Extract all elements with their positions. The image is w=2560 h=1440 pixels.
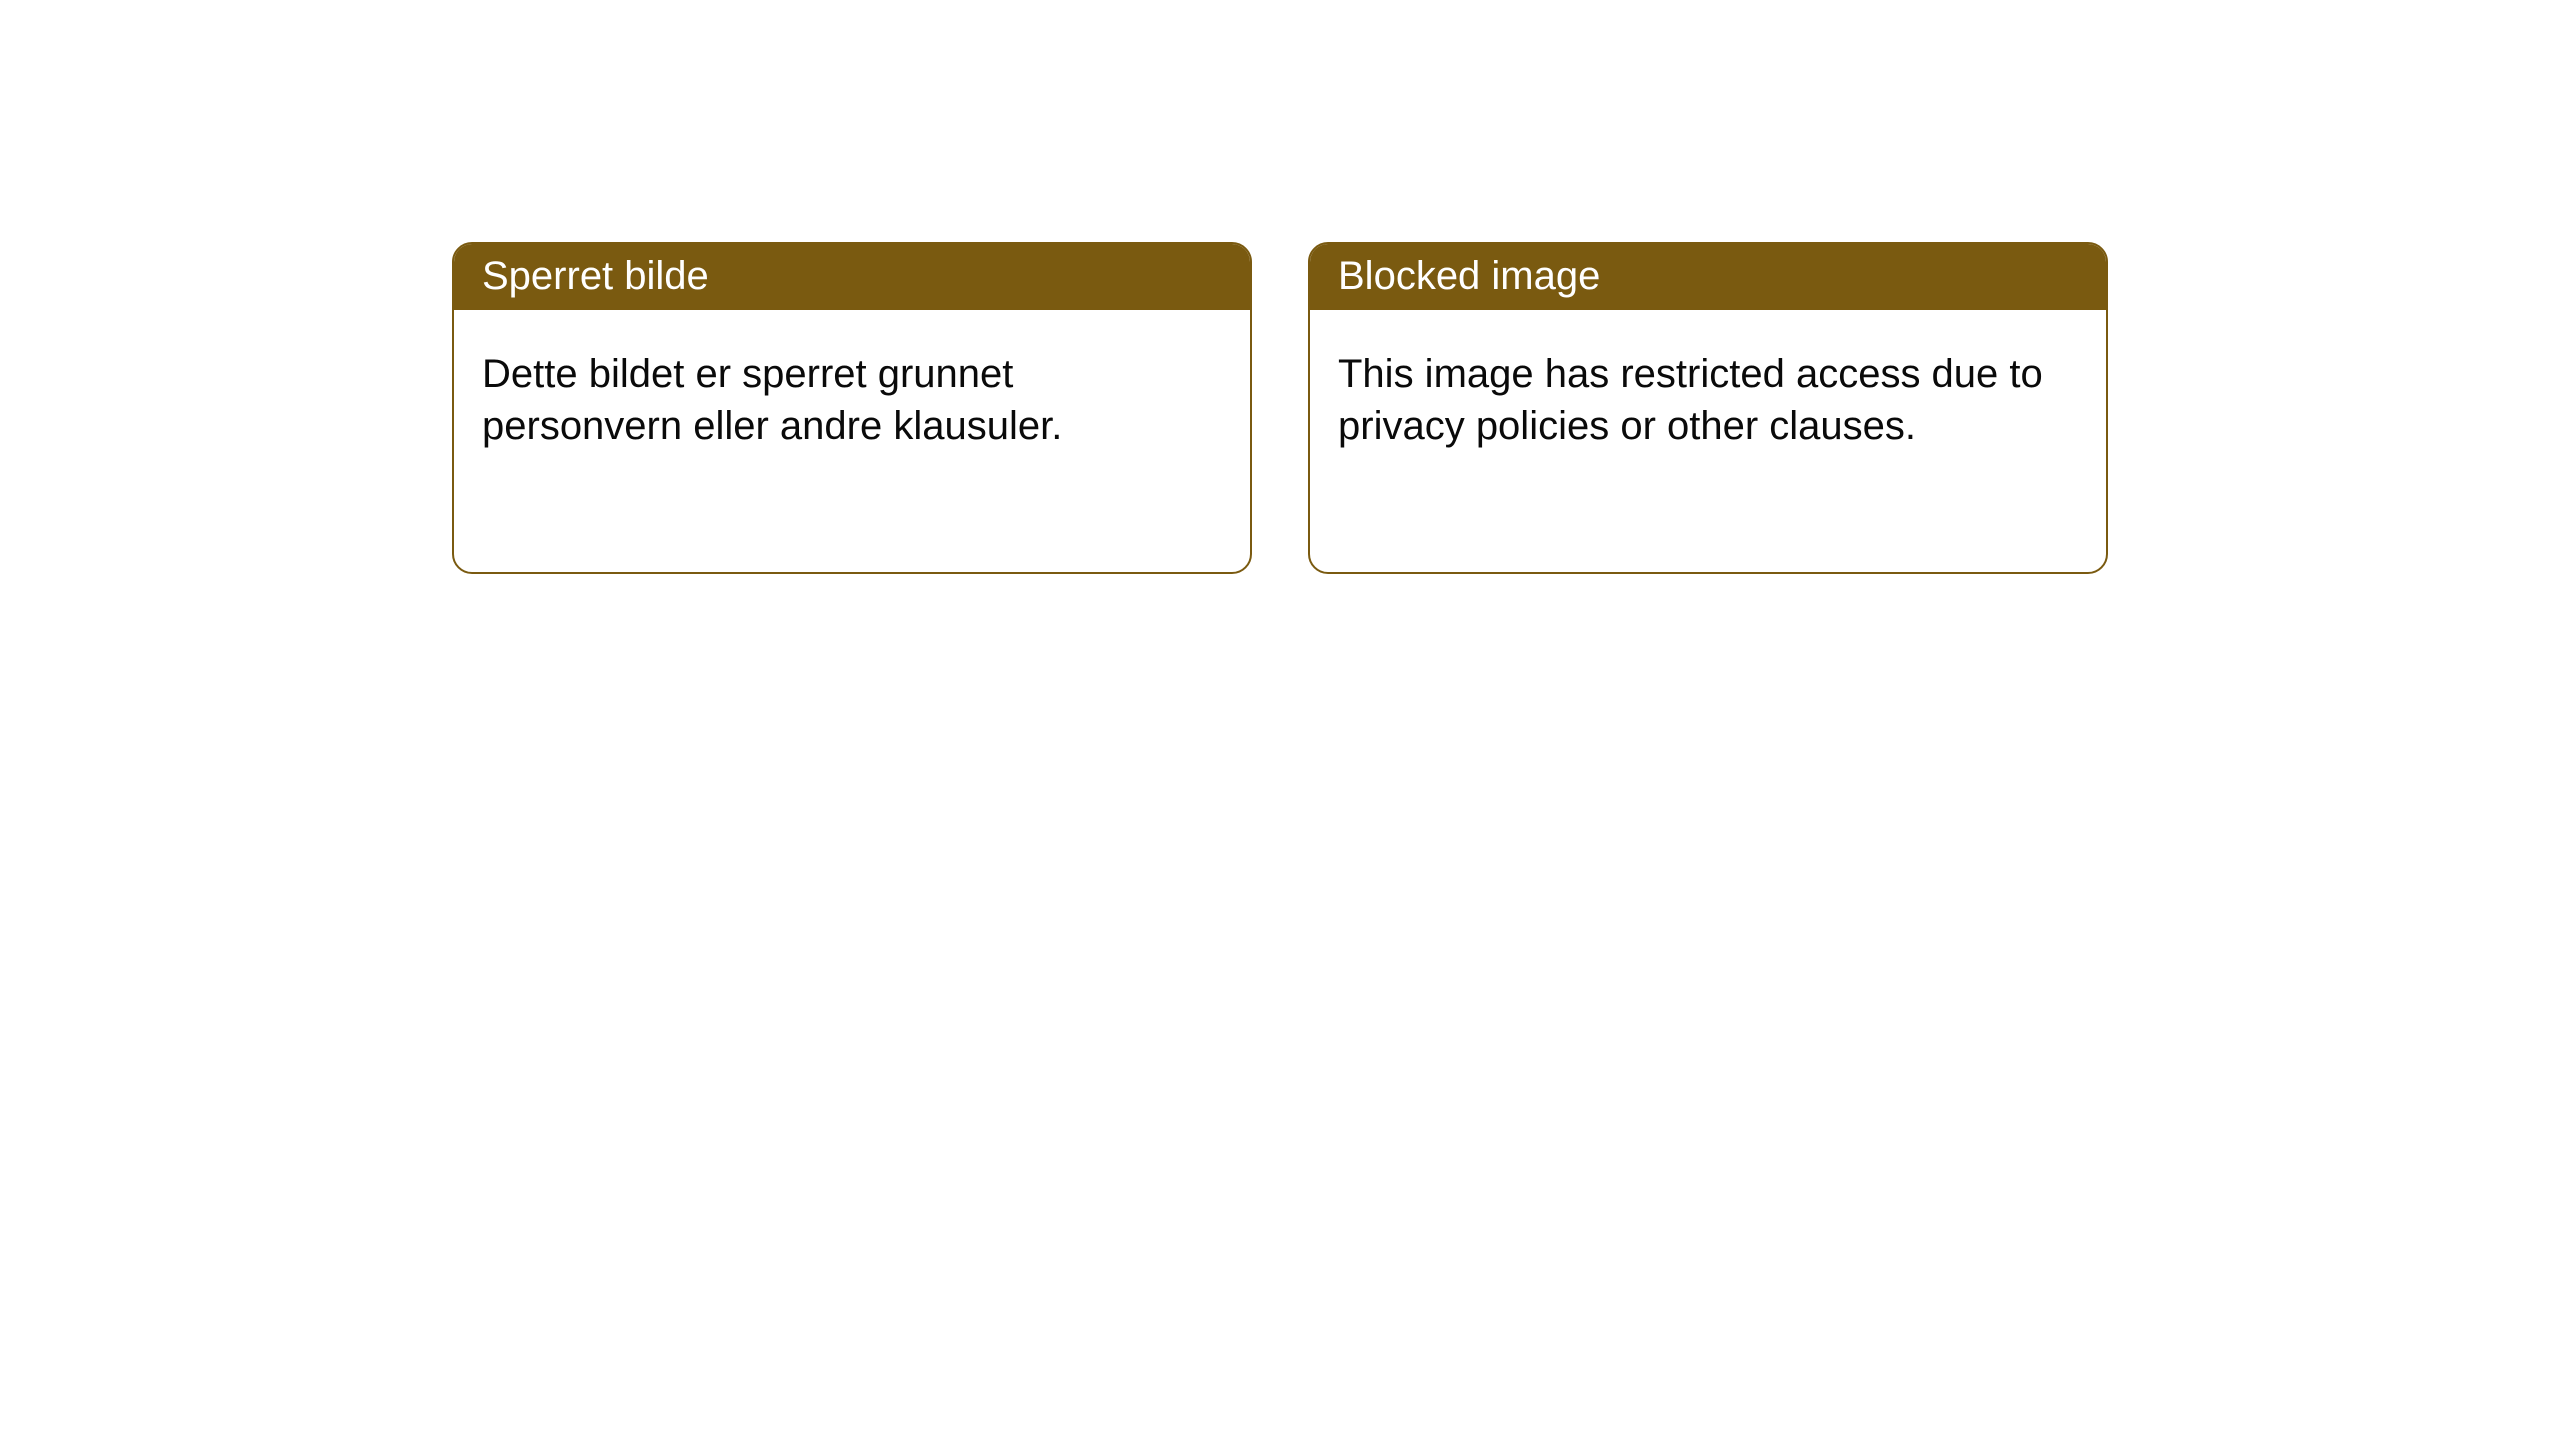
card-body-text: Dette bildet er sperret grunnet personve… (454, 310, 1250, 490)
blocked-image-card-en: Blocked image This image has restricted … (1308, 242, 2108, 574)
blocked-image-card-no: Sperret bilde Dette bildet er sperret gr… (452, 242, 1252, 574)
notice-container: Sperret bilde Dette bildet er sperret gr… (452, 242, 2108, 1440)
card-body-text: This image has restricted access due to … (1310, 310, 2106, 490)
card-title: Blocked image (1310, 244, 2106, 310)
card-title: Sperret bilde (454, 244, 1250, 310)
